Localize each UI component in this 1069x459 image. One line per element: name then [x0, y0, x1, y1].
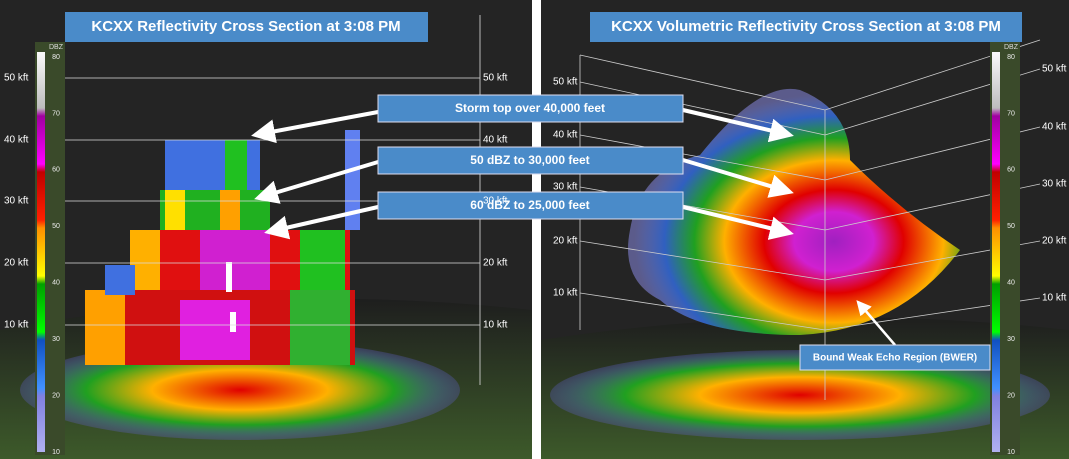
altitude-label: 20 kft [4, 258, 29, 269]
color-scale-label: 10 [52, 449, 60, 456]
altitude-label: 40 kft [4, 135, 29, 146]
annotation: 60 dBZ to 25,000 feet [470, 198, 589, 212]
altitude-label: 20 kft [553, 236, 578, 247]
altitude-label: 50 kft [4, 73, 29, 84]
panel-title: KCXX Volumetric Reflectivity Cross Secti… [611, 18, 1001, 35]
altitude-label: 40 kft [483, 135, 508, 146]
color-scale-label: 20 [52, 392, 60, 399]
annotation-box [377, 191, 684, 220]
annotation-box [377, 94, 684, 123]
reflectivity-footprint [550, 350, 1050, 440]
altitude-label: 30 kft [4, 196, 29, 207]
color-scale-unit: DBZ [49, 44, 64, 51]
annotations: Storm top over 40,000 feet 50 dBZ to 30,… [251, 94, 991, 371]
altitude-label: 30 kft [553, 182, 578, 193]
color-scale-label: 10 [1007, 449, 1015, 456]
altitude-label: 10 kft [553, 288, 578, 299]
color-scale-label: 70 [1007, 110, 1015, 117]
color-bar [992, 52, 1000, 452]
annotation: Bound Weak Echo Region (BWER) [813, 353, 977, 364]
color-scale-label: 50 [1007, 223, 1015, 230]
storm-volume [628, 88, 960, 335]
altitude-label: 40 kft [553, 130, 578, 141]
altitude-label: 50 kft [483, 73, 508, 84]
left-panel: KCXX Reflectivity Cross Section at 3:08 … [0, 0, 532, 459]
altitude-label: 10 kft [483, 320, 508, 331]
color-bar [37, 52, 45, 452]
altitude-label: 50 kft [1042, 64, 1067, 75]
color-scale-label: 60 [1007, 167, 1015, 174]
right-panel: KCXX Volumetric Reflectivity Cross Secti… [541, 0, 1069, 459]
panel-title: KCXX Reflectivity Cross Section at 3:08 … [91, 18, 400, 35]
color-scale-label: 80 [52, 54, 60, 61]
storm-cross-section [85, 130, 360, 365]
altitude-label: 50 kft [553, 77, 578, 88]
altitude-label: 30 kft [483, 196, 508, 207]
color-scale-label: 30 [1007, 336, 1015, 343]
color-scale-label: 30 [52, 336, 60, 343]
color-scale-label: 40 [52, 280, 60, 287]
altitude-label: 20 kft [483, 258, 508, 269]
color-scale-unit: DBZ [1004, 44, 1019, 51]
annotation-box [799, 344, 991, 371]
altitude-label: 10 kft [1042, 293, 1067, 304]
altitude-label: 20 kft [1042, 236, 1067, 247]
color-scale-label: 20 [1007, 392, 1015, 399]
color-scale-label: 60 [52, 167, 60, 174]
arrows [251, 108, 896, 346]
annotation-box [377, 146, 684, 175]
annotation: Storm top over 40,000 feet [455, 101, 605, 115]
title-box [590, 12, 1022, 42]
title-box [65, 12, 428, 42]
color-scale-label: 80 [1007, 54, 1015, 61]
color-scale-label: 40 [1007, 280, 1015, 287]
altitude-label: 10 kft [4, 320, 29, 331]
altitude-label: 40 kft [1042, 122, 1067, 133]
annotation: 50 dBZ to 30,000 feet [470, 153, 589, 167]
color-scale-label: 50 [52, 223, 60, 230]
color-scale-label: 70 [52, 110, 60, 117]
altitude-label: 30 kft [1042, 179, 1067, 190]
